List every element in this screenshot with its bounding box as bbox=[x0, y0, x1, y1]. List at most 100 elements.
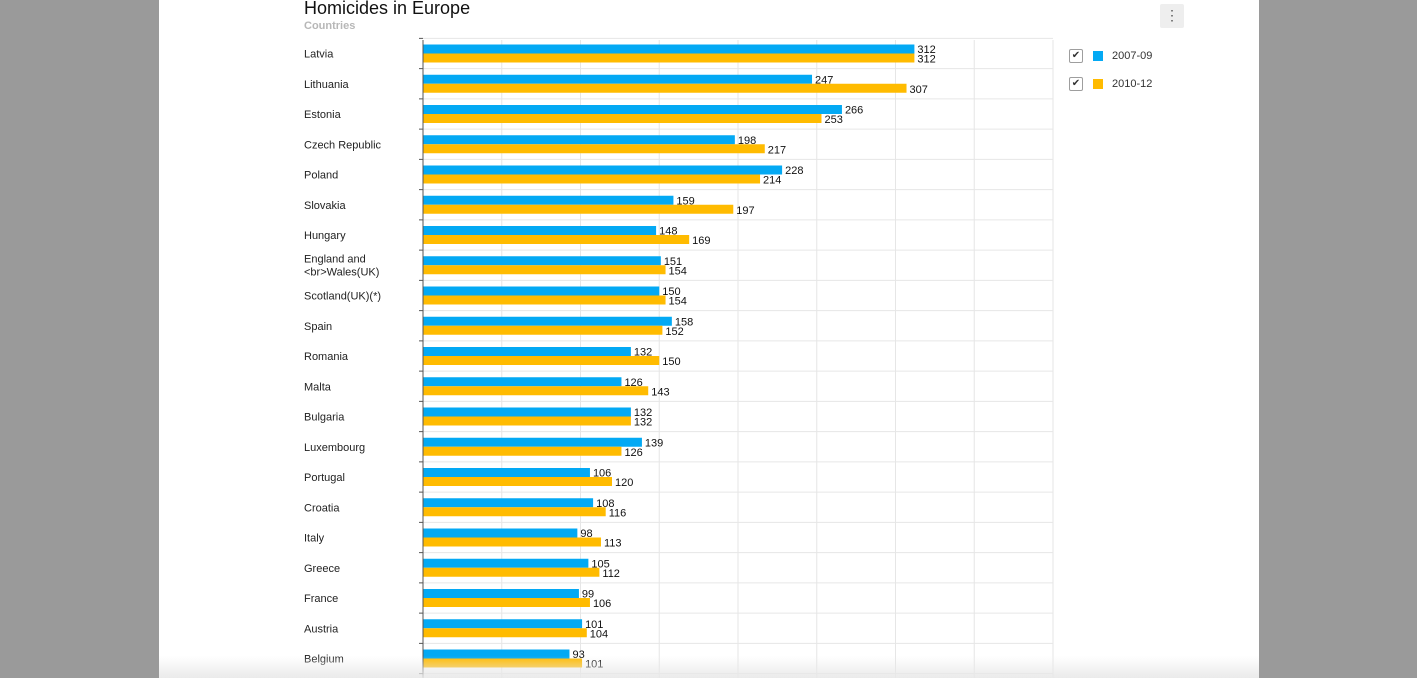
bar-series-1 bbox=[423, 619, 583, 629]
category-label: Estonia bbox=[304, 109, 342, 121]
category-label: Latvia bbox=[304, 49, 334, 61]
category-label: Austria bbox=[304, 623, 339, 635]
category-label: Malta bbox=[304, 381, 332, 393]
category-label: Portugal bbox=[304, 472, 345, 484]
bar-series-2 bbox=[423, 325, 663, 335]
bar-series-2 bbox=[423, 295, 666, 305]
legend-swatch bbox=[1093, 79, 1103, 89]
bar-series-1 bbox=[423, 316, 672, 326]
data-label: 132 bbox=[634, 417, 652, 429]
bar-series-1 bbox=[423, 649, 570, 659]
data-label: 214 bbox=[763, 175, 781, 187]
data-label: 154 bbox=[669, 296, 687, 308]
bar-series-1 bbox=[423, 44, 915, 54]
data-label: 253 bbox=[824, 114, 842, 126]
bar-series-2 bbox=[423, 658, 583, 668]
bar-series-2 bbox=[423, 114, 822, 123]
data-label: 104 bbox=[590, 628, 608, 640]
bar-series-1 bbox=[423, 256, 661, 266]
data-label: 99 bbox=[582, 589, 594, 601]
more-options-button[interactable]: ⋮ bbox=[1160, 4, 1184, 28]
data-label: 152 bbox=[665, 326, 683, 338]
chart-card: Homicides in Europe Countries ⋮ Latvia 31… bbox=[159, 0, 1259, 678]
data-label: 116 bbox=[609, 507, 627, 519]
check-icon: ✔ bbox=[1071, 50, 1081, 61]
category-label: Italy bbox=[304, 533, 325, 545]
bar-series-1 bbox=[423, 528, 578, 538]
bar-series-1 bbox=[423, 195, 674, 205]
bar-series-2 bbox=[423, 477, 612, 486]
bar-series-1 bbox=[423, 589, 579, 598]
bar-series-2 bbox=[423, 53, 915, 63]
check-icon: ✔ bbox=[1071, 78, 1081, 89]
legend-label: 2007-09 bbox=[1112, 50, 1153, 62]
data-label: 106 bbox=[593, 598, 611, 610]
category-label: Luxembourg bbox=[304, 442, 365, 454]
legend-checkbox[interactable]: ✔ bbox=[1069, 77, 1083, 91]
category-label: Bulgaria bbox=[304, 412, 345, 424]
bar-series-2 bbox=[423, 446, 622, 456]
data-label: 132 bbox=[634, 347, 652, 359]
data-label: 247 bbox=[815, 74, 833, 86]
bar-series-1 bbox=[423, 135, 735, 145]
category-label: Czech Republic bbox=[304, 139, 382, 151]
legend-checkbox[interactable]: ✔ bbox=[1069, 49, 1083, 63]
bar-series-2 bbox=[423, 598, 590, 607]
legend-label: 2010-12 bbox=[1112, 78, 1153, 90]
bar-series-1 bbox=[423, 74, 813, 84]
bar-series-1 bbox=[423, 498, 594, 508]
chart-subtitle: Countries bbox=[304, 20, 356, 32]
bar-series-1 bbox=[423, 286, 660, 296]
data-label: 120 bbox=[615, 477, 633, 489]
legend-item-series-2[interactable]: ✔ 2010-12 bbox=[1069, 74, 1152, 94]
data-label: 113 bbox=[604, 538, 622, 550]
bar-series-1 bbox=[423, 468, 590, 477]
category-label: Greece bbox=[304, 563, 340, 575]
bar-series-2 bbox=[423, 628, 587, 638]
bar-series-2 bbox=[423, 416, 631, 426]
data-label: 151 bbox=[664, 256, 682, 268]
chart-title: Homicides in Europe bbox=[304, 0, 471, 18]
bar-series-2 bbox=[423, 204, 734, 214]
data-label: 312 bbox=[917, 44, 935, 56]
bar-series-1 bbox=[423, 226, 657, 235]
bar-series-2 bbox=[423, 174, 761, 184]
data-label: 150 bbox=[662, 286, 680, 298]
data-label: 266 bbox=[845, 105, 863, 117]
data-label: 197 bbox=[736, 205, 754, 217]
data-label: 98 bbox=[580, 528, 592, 540]
data-label: 143 bbox=[651, 386, 669, 398]
category-label: Romania bbox=[304, 351, 349, 363]
bar-series-2 bbox=[423, 567, 600, 577]
bar-series-1 bbox=[423, 558, 589, 568]
data-label: 228 bbox=[785, 165, 803, 177]
bar-series-1 bbox=[423, 377, 622, 387]
data-label: 106 bbox=[593, 468, 611, 480]
data-label: 112 bbox=[602, 568, 620, 580]
data-label: 169 bbox=[692, 235, 710, 247]
bar-series-1 bbox=[423, 437, 642, 447]
bar-series-2 bbox=[423, 386, 649, 396]
bar-series-2 bbox=[423, 144, 765, 154]
data-label: 105 bbox=[591, 558, 609, 570]
data-label: 126 bbox=[624, 377, 642, 389]
data-label: 312 bbox=[917, 54, 935, 66]
legend-item-series-1[interactable]: ✔ 2007-09 bbox=[1069, 46, 1152, 66]
category-label: Hungary bbox=[304, 230, 346, 242]
data-label: 132 bbox=[634, 407, 652, 419]
category-label: Slovakia bbox=[304, 200, 346, 212]
data-label: 126 bbox=[624, 447, 642, 459]
more-vert-icon: ⋮ bbox=[1165, 7, 1179, 23]
bar-series-2 bbox=[423, 235, 690, 244]
data-label: 217 bbox=[768, 144, 786, 156]
data-label: 198 bbox=[738, 135, 756, 147]
bar-series-2 bbox=[423, 537, 601, 547]
category-label: England and <br>Wales(UK) bbox=[304, 253, 379, 278]
data-label: 158 bbox=[675, 316, 693, 328]
bar-series-2 bbox=[423, 507, 606, 517]
category-label: Scotland(UK)(*) bbox=[304, 291, 381, 303]
data-label: 148 bbox=[659, 226, 677, 238]
category-label: Spain bbox=[304, 321, 332, 333]
data-label: 154 bbox=[669, 265, 687, 277]
